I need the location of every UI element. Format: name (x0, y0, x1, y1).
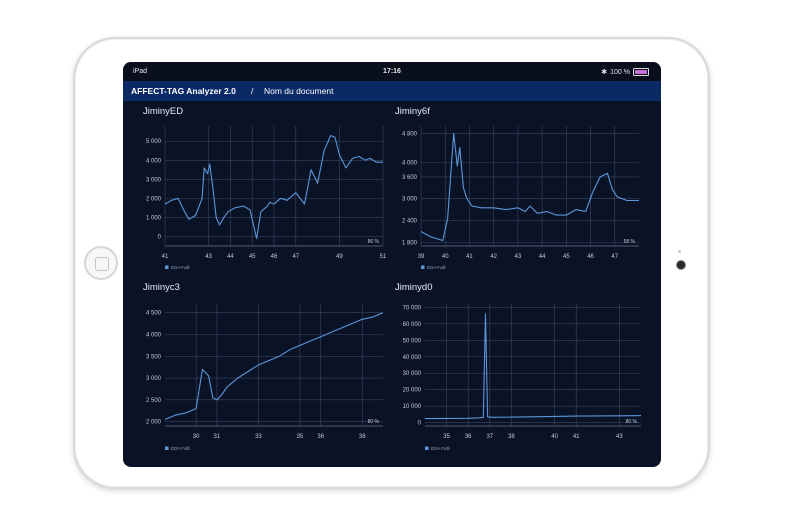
x-tick-label: 33 (255, 434, 262, 440)
coverage-annotation: 80 % (626, 419, 638, 425)
chart-panel-jiminy6f[interactable]: Jiminy6f 4 800 4 000 3 600 3 000 2 400 1 800 3… (395, 106, 645, 281)
x-tick-label: 46 (587, 254, 594, 260)
coverage-annotation: 86 % (368, 239, 380, 245)
camera-icon (676, 260, 686, 270)
x-tick-label: 51 (380, 254, 387, 260)
y-tick-label: 20 000 (403, 388, 422, 394)
y-tick-label: 4 800 (402, 131, 418, 137)
y-tick-label: 1 800 (402, 240, 418, 246)
status-bar: iPad 17:16 ✱ 100 % (123, 62, 661, 81)
x-tick-label: 39 (418, 254, 425, 260)
x-tick-label: 30 (193, 434, 200, 440)
breadcrumb-separator: / (251, 86, 254, 96)
x-tick-label: 41 (466, 254, 473, 260)
y-tick-label: 60 000 (403, 322, 422, 328)
x-tick-label: 43 (205, 254, 212, 260)
clock: 17:16 (383, 68, 401, 75)
sensor-icon (678, 250, 681, 253)
y-tick-label: 2 000 (146, 420, 162, 426)
chart-title: JiminyED (143, 106, 184, 117)
y-tick-label: 3 600 (402, 175, 418, 181)
coverage-annotation: 58 % (624, 239, 636, 245)
y-tick-label: 4 000 (146, 333, 162, 339)
series-line (164, 134, 383, 239)
bluetooth-icon: ✱ (601, 69, 608, 76)
legend-swatch (165, 446, 169, 450)
legend-swatch (165, 265, 169, 269)
y-tick-label: 2 400 (402, 219, 418, 225)
chart-panel-jiminyd0[interactable]: Jiminyd0 70 000 60 000 50 000 40 000 30 000 2… (395, 282, 645, 460)
series-line (164, 312, 384, 421)
x-tick-label: 49 (336, 254, 343, 260)
tablet-screen: iPad 17:16 ✱ 100 % AFFECT-TAG Analyzer 2… (123, 62, 661, 467)
y-tick-label: 2 000 (146, 196, 162, 202)
y-tick-label: 40 000 (403, 355, 422, 361)
y-tick-label: 4 500 (146, 311, 162, 317)
x-tick-label: 31 (214, 434, 221, 440)
chart-title: Jiminyc3 (143, 282, 180, 293)
y-tick-label: 5 000 (146, 139, 162, 145)
x-tick-label: 42 (490, 254, 497, 260)
y-tick-label: 30 000 (403, 371, 422, 377)
status-right: ✱ 100 % (601, 68, 649, 76)
x-tick-label: 47 (611, 254, 618, 260)
legend-label: EDA Fulll (171, 265, 190, 270)
x-tick-label: 46 (271, 254, 278, 260)
legend-swatch (421, 265, 425, 269)
x-tick-label: 45 (249, 254, 256, 260)
home-button[interactable] (84, 246, 118, 280)
x-tick-label: 40 (442, 254, 449, 260)
chart-panel-jiminyed[interactable]: JiminyED 5 000 4 000 3 000 2 000 1 000 0 41 43 4… (143, 106, 393, 281)
app-header: AFFECT-TAG Analyzer 2.0 / Nom du documen… (123, 81, 661, 101)
x-tick-label: 40 (551, 434, 558, 440)
chart-jiminyed: 5 000 4 000 3 000 2 000 1 000 0 41 43 44 45 46 47 49… (146, 126, 387, 270)
x-tick-label: 43 (515, 254, 522, 260)
y-tick-label: 4 000 (146, 158, 162, 164)
x-tick-label: 38 (359, 434, 366, 440)
legend-label: EDA Fulll (171, 446, 190, 451)
y-tick-label: 2 500 (146, 398, 162, 404)
x-tick-label: 41 (573, 434, 580, 440)
x-tick-label: 45 (563, 254, 570, 260)
x-tick-label: 44 (539, 254, 546, 260)
x-tick-label: 36 (465, 434, 472, 440)
y-tick-label: 3 000 (146, 177, 162, 183)
chart-title: Jiminyd0 (395, 282, 433, 293)
carrier-label: iPad (133, 68, 148, 75)
x-tick-label: 41 (162, 254, 169, 260)
x-tick-label: 38 (508, 434, 515, 440)
legend-swatch (425, 446, 429, 450)
legend-label: EDA Fulll (427, 265, 446, 270)
x-tick-label: 37 (486, 434, 493, 440)
coverage-annotation: 80 % (368, 419, 380, 425)
chart-jiminyd0: 70 000 60 000 50 000 40 000 30 000 20 000 10 0… (403, 304, 642, 451)
document-name[interactable]: Nom du document (264, 86, 334, 96)
y-tick-label: 1 000 (146, 215, 162, 221)
app-title[interactable]: AFFECT-TAG Analyzer 2.0 (131, 86, 236, 96)
x-tick-label: 35 (297, 434, 304, 440)
series-line (420, 132, 639, 242)
battery-percent: 100 % (610, 68, 630, 76)
x-tick-label: 36 (317, 434, 324, 440)
y-tick-label: 3 000 (146, 376, 162, 382)
x-tick-label: 35 (443, 434, 450, 440)
series-line (424, 313, 642, 420)
x-tick-label: 47 (292, 254, 299, 260)
y-tick-label: 0 (158, 234, 162, 240)
x-tick-label: 43 (616, 434, 623, 440)
legend-label: EDA Fulll (431, 446, 450, 451)
chart-panel-jiminyc3[interactable]: Jiminyc3 4 500 4 000 3 500 3 000 2 500 2 000 3… (143, 282, 393, 460)
x-tick-label: 44 (227, 254, 234, 260)
y-tick-label: 4 000 (402, 160, 418, 166)
y-tick-label: 0 (418, 421, 422, 427)
y-tick-label: 70 000 (403, 305, 422, 311)
battery-icon (633, 68, 649, 76)
y-tick-label: 3 500 (146, 354, 162, 360)
y-tick-label: 3 000 (402, 197, 418, 203)
y-tick-label: 50 000 (403, 338, 422, 344)
chart-jiminyc3: 4 500 4 000 3 500 3 000 2 500 2 000 30 31 33 35 36… (146, 304, 384, 451)
y-tick-label: 10 000 (403, 404, 422, 410)
chart-title: Jiminy6f (395, 106, 430, 117)
chart-jiminy6f: 4 800 4 000 3 600 3 000 2 400 1 800 39 40 41 42 43… (402, 126, 639, 270)
